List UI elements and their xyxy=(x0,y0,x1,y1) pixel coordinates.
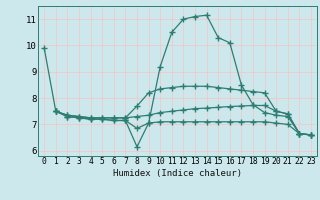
X-axis label: Humidex (Indice chaleur): Humidex (Indice chaleur) xyxy=(113,169,242,178)
